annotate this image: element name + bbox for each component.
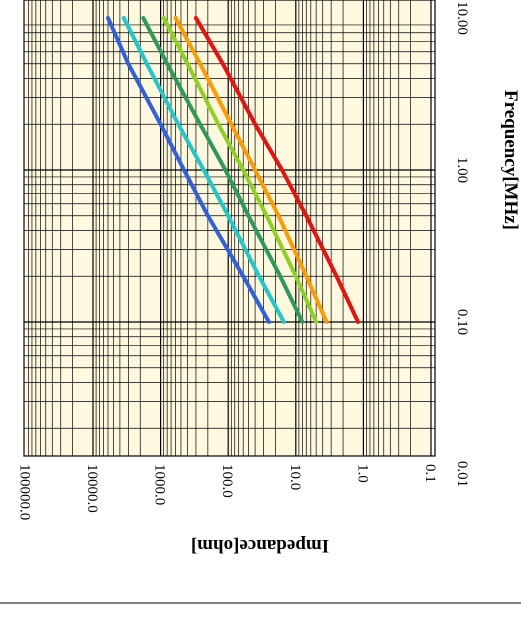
y-tick-label: 1.0 [354, 464, 370, 483]
y-tick-label: 100000.0 [16, 464, 32, 520]
y-tick-label: 10000.0 [84, 464, 100, 513]
y-tick-label: 1000.0 [152, 464, 168, 505]
series-line-4 [161, 16, 319, 324]
series-line-3 [141, 16, 305, 324]
y-tick-label: 100.0 [219, 464, 235, 498]
x-axis-title: Frequency[MHz] [500, 90, 521, 230]
series-line-6 [193, 16, 360, 324]
y-tick-label: 0.1 [422, 464, 438, 483]
series-line-5 [173, 16, 329, 324]
plot-band [25, 0, 93, 456]
plot-band [93, 0, 161, 456]
y-tick-label: 10.0 [287, 464, 303, 490]
x-tick-label: 0.01 [454, 461, 470, 487]
x-tick-label: 0.10 [454, 309, 470, 335]
plot-band [295, 0, 364, 456]
plot-band [363, 0, 431, 456]
series-line-2 [121, 16, 286, 324]
plot-frame [23, 0, 436, 457]
y-axis-title: Impedance[ohm] [191, 535, 329, 556]
series-line-1 [106, 16, 271, 324]
x-tick-label: 10.00 [454, 1, 470, 35]
x-tick-label: 1.00 [454, 157, 470, 183]
